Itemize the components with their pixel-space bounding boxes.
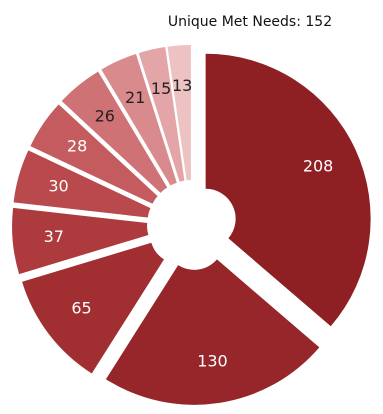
data-label: 26 — [95, 107, 115, 126]
data-label: 65 — [71, 298, 91, 317]
data-label: 28 — [67, 137, 87, 156]
pie-slice — [138, 47, 185, 182]
pie-slice — [30, 104, 158, 204]
data-label: 15 — [151, 79, 171, 98]
pie-slice — [205, 53, 371, 327]
pie-slice — [167, 45, 191, 181]
data-label: 208 — [303, 157, 334, 176]
pie-slice — [22, 242, 165, 374]
pie-slice — [12, 207, 149, 275]
data-label: 130 — [197, 352, 228, 371]
pie-slice — [101, 54, 177, 186]
data-label: 13 — [172, 76, 192, 95]
data-label: 30 — [48, 177, 68, 196]
pie-slice — [13, 150, 151, 218]
pie-slice — [61, 71, 168, 193]
data-label: 21 — [125, 88, 145, 107]
data-label: 37 — [44, 227, 64, 246]
chart-subtitle: Unique Met Needs: 152 — [168, 14, 332, 30]
pie-slice — [105, 259, 320, 405]
